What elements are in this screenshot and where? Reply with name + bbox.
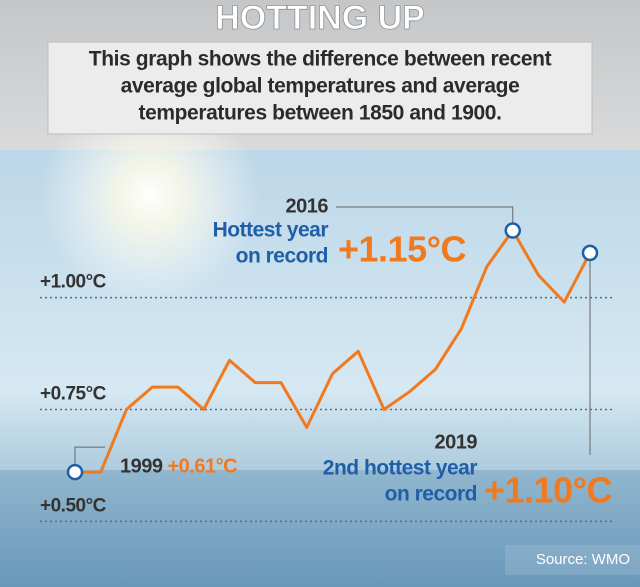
subtitle: This graph shows the difference between …	[89, 48, 552, 125]
line	[75, 229, 592, 474]
subtitle-line: This graph shows the difference between …	[89, 48, 552, 71]
annotation: on record	[385, 483, 477, 506]
subtitle-line: average global temperatures and average	[121, 75, 520, 98]
y-tick-label: +1.00°C	[40, 272, 107, 293]
connector	[74, 446, 105, 465]
subtitle-box	[47, 41, 593, 135]
value-label: +1.10°C	[484, 470, 612, 511]
x-label: 2016	[286, 195, 329, 217]
source: Source: WMO	[536, 551, 630, 568]
highlight-marker	[504, 222, 521, 239]
sun-glow	[40, 85, 260, 305]
highlight-marker	[66, 463, 84, 481]
value-label: +0.61°C	[168, 455, 238, 477]
chart-title: HOTTING UP	[215, 0, 425, 37]
x-label: 1999	[120, 455, 163, 477]
highlight-marker	[581, 244, 599, 262]
subtitle-line: temperatures between 1850 and 1900.	[138, 102, 501, 125]
y-tick-label: +0.50°C	[40, 495, 107, 516]
source-strip	[505, 545, 640, 575]
annotation: on record	[236, 245, 328, 268]
annotation: Hottest year	[213, 219, 329, 242]
x-label: 2019	[435, 431, 478, 453]
connector	[336, 206, 514, 223]
annotation: 2nd hottest year	[323, 457, 478, 480]
sea	[0, 470, 640, 587]
value-label: +1.15°C	[338, 229, 466, 270]
y-tick-label: +0.75°C	[40, 383, 107, 404]
